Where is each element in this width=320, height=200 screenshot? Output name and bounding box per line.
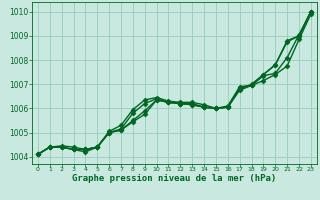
X-axis label: Graphe pression niveau de la mer (hPa): Graphe pression niveau de la mer (hPa)	[72, 174, 276, 183]
